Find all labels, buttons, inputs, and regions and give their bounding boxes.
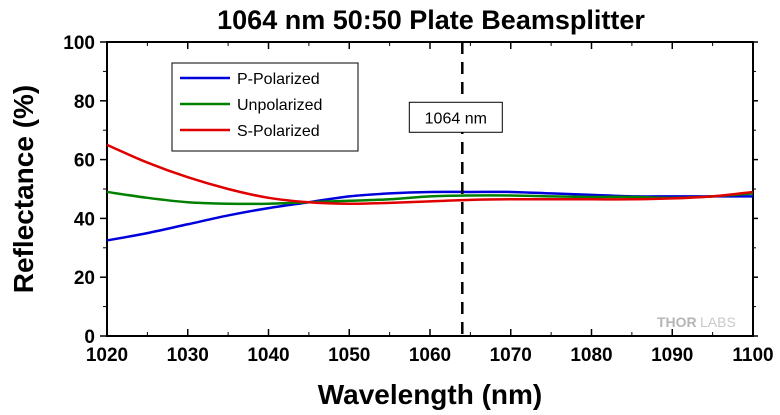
x-tick-label: 1070 [490,345,532,366]
y-axis-tick-labels: 0 20 40 60 80 100 [63,33,95,348]
legend-label-p-polarized: P-Polarized [237,71,320,88]
y-tick-label: 100 [63,33,95,54]
y-tick-label: 40 [74,209,95,230]
chart-title: 1064 nm 50:50 Plate Beamsplitter [217,5,645,35]
y-tick-label: 60 [74,151,95,172]
y-tick-label: 0 [84,327,95,348]
legend-label-unpolarized: Unpolarized [237,97,322,114]
x-tick-label: 1040 [247,345,289,366]
annotation-1064nm-label-box: 1064 nm [408,101,503,133]
x-tick-label: 1080 [570,345,612,366]
y-tick-label: 80 [74,92,95,113]
x-tick-label: 1020 [86,345,128,366]
x-axis-tick-labels: 1020 1030 1040 1050 1060 1070 1080 1090 1100 [86,345,774,366]
annotation-box [408,101,503,133]
annotation-1064nm-label: 1064 nm [425,110,487,127]
watermark-thor: THOR [657,314,697,330]
series-lines [106,143,754,242]
watermark-labs: LABS [700,314,736,330]
x-tick-label: 1050 [328,345,370,366]
x-axis-title: Wavelength (nm) [318,379,543,410]
watermark: THOR LABS [657,314,736,330]
legend: P-Polarized Unpolarized S-Polarized [171,62,359,152]
x-tick-label: 1090 [651,345,693,366]
axis-ticks [100,41,758,337]
series-line-s-polarized [106,143,754,205]
x-tick-label: 1030 [167,345,209,366]
legend-label-s-polarized: S-Polarized [237,123,320,140]
y-axis-title: Reflectance (%) [8,85,39,294]
y-tick-label: 20 [74,268,95,289]
x-tick-label: 1060 [409,345,451,366]
series-line-unpolarized [106,190,754,206]
x-tick-label: 1100 [732,345,773,366]
